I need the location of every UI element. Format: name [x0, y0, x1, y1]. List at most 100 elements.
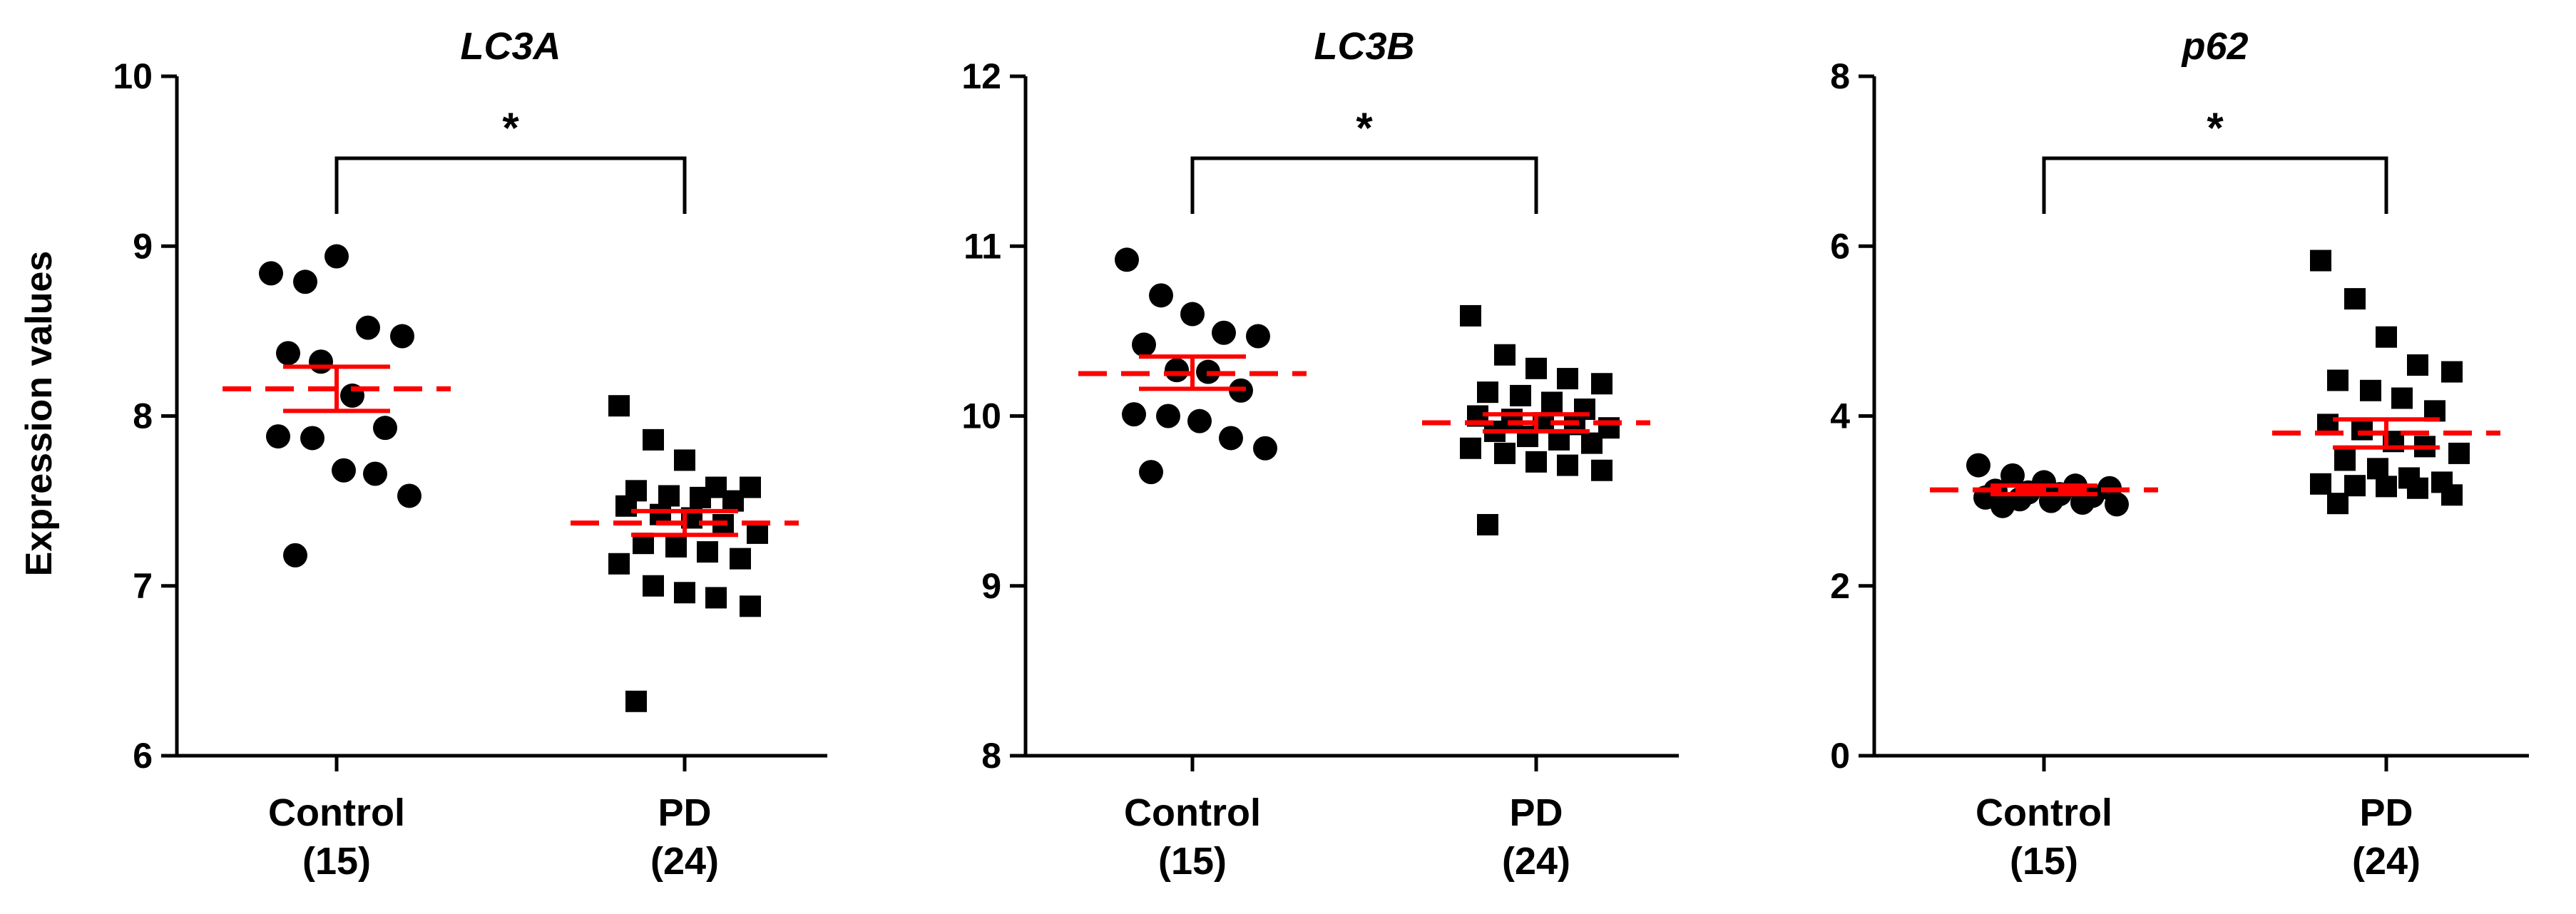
data-point: [2441, 484, 2463, 506]
data-point: [2407, 354, 2428, 376]
data-point: [363, 461, 387, 486]
data-point: [1525, 357, 1547, 379]
data-point: [309, 349, 333, 374]
y-tick-label: 10: [113, 56, 153, 96]
data-point: [2407, 477, 2428, 499]
data-point: [615, 495, 637, 517]
data-point: [1557, 454, 1578, 476]
data-point: [1219, 426, 1243, 451]
data-point: [643, 428, 664, 451]
data-point: [2310, 473, 2331, 495]
x-tick-label: Control: [268, 791, 405, 834]
y-tick-label: 12: [961, 56, 1001, 96]
data-point: [1132, 332, 1156, 357]
y-tick-label: 6: [1830, 226, 1850, 266]
x-tick-label: PD: [658, 791, 711, 834]
data-point: [1180, 302, 1205, 327]
significance-bracket: [2042, 156, 2388, 214]
y-axis-label: Expression values: [19, 251, 60, 577]
x-tick-count: (15): [2010, 840, 2078, 883]
data-point: [1460, 437, 1481, 459]
x-tick-count: (15): [1158, 840, 1227, 883]
panel-lc3a: LC3A 6 7 8 9 10 Control (15) PD (24) *: [113, 25, 827, 883]
x-tick-count: (24): [2352, 840, 2421, 883]
y-tick-label: 6: [133, 736, 153, 776]
data-point: [259, 261, 283, 286]
data-point: [2105, 492, 2129, 517]
panel-lc3b: LC3B 8 9 10 11 12 Control (15) PD (24) *: [961, 25, 1679, 883]
data-point: [1165, 358, 1189, 383]
data-point: [705, 587, 727, 609]
data-point: [266, 424, 290, 449]
data-point: [697, 541, 718, 563]
data-point: [674, 582, 695, 604]
data-point: [1212, 320, 1236, 345]
data-point: [1460, 304, 1481, 327]
data-point: [1966, 453, 1990, 478]
data-point: [730, 548, 751, 570]
data-point: [293, 269, 317, 294]
data-point: [2344, 288, 2366, 310]
data-point: [2441, 361, 2463, 383]
panel-title: LC3A: [460, 25, 561, 68]
data-point: [283, 543, 307, 568]
data-point: [690, 486, 711, 508]
x-tick-label: Control: [1976, 791, 2112, 834]
data-point: [1591, 373, 1612, 395]
data-point: [2000, 463, 2025, 488]
significance-bracket: [1190, 156, 1538, 214]
data-point: [608, 395, 630, 417]
y-tick-label: 8: [1830, 56, 1850, 96]
data-point: [356, 315, 380, 340]
data-point: [1557, 368, 1578, 390]
y-tick-label: 2: [1830, 566, 1850, 606]
data-point: [2448, 442, 2470, 464]
data-point: [1477, 513, 1498, 535]
y-tick-label: 8: [981, 736, 1001, 776]
data-point: [674, 449, 695, 471]
data-point: [332, 458, 356, 483]
data-point: [2351, 419, 2373, 441]
data-point: [1591, 459, 1612, 481]
data-point: [1187, 409, 1212, 433]
x-tick-label: PD: [1509, 791, 1563, 834]
panel-title: p62: [2180, 25, 2248, 68]
data-point: [1477, 381, 1498, 404]
data-point: [625, 690, 647, 712]
data-point: [1122, 402, 1146, 427]
x-tick-count: (24): [650, 840, 719, 883]
x-tick-count: (24): [1502, 840, 1570, 883]
significance-star: *: [502, 104, 519, 152]
data-point: [1525, 451, 1547, 473]
data-point: [1139, 460, 1163, 485]
panel-p62: p62 0 2 4 6 8 Control (15) PD (24) *: [1830, 25, 2529, 883]
data-point: [1990, 493, 2015, 518]
data-point: [2327, 369, 2348, 391]
data-point: [658, 485, 680, 507]
data-point: [2360, 379, 2381, 401]
y-tick-label: 10: [961, 396, 1001, 436]
significance-bracket: [334, 156, 687, 214]
data-point: [390, 324, 414, 349]
x-tick-label: PD: [2359, 791, 2413, 834]
y-tick-label: 8: [133, 396, 153, 436]
data-point: [722, 490, 744, 512]
data-point: [2376, 326, 2397, 348]
data-point: [324, 244, 349, 269]
data-point: [1510, 384, 1531, 406]
data-point: [1581, 432, 1603, 454]
data-point: [1494, 442, 1516, 464]
y-tick-label: 9: [133, 226, 153, 266]
data-point: [2344, 475, 2366, 497]
y-tick-label: 9: [981, 566, 1001, 606]
data-point: [276, 341, 300, 366]
y-tick-label: 7: [133, 566, 153, 606]
data-point: [608, 553, 630, 575]
data-point: [1541, 391, 1563, 414]
data-point: [397, 483, 421, 508]
panel-title: LC3B: [1314, 25, 1414, 68]
significance-star: *: [1356, 104, 1373, 152]
y-tick-label: 4: [1830, 396, 1850, 436]
data-point: [1246, 324, 1270, 349]
